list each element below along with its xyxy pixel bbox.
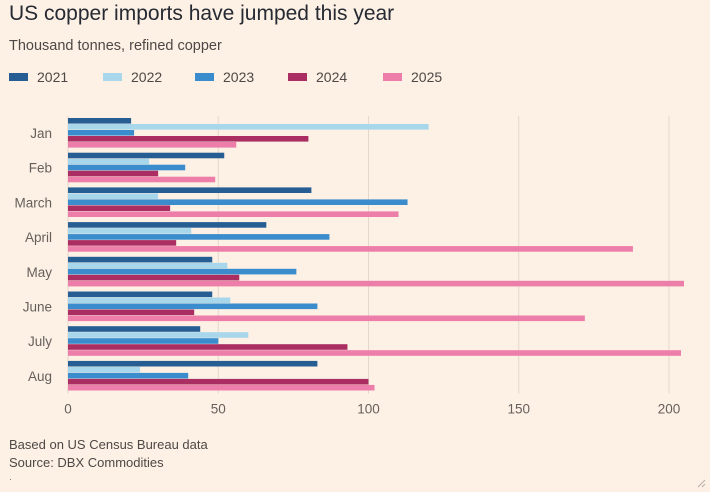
bar-2022-june: [68, 297, 231, 304]
bar-2023-feb: [68, 164, 186, 171]
category-label: Jan: [30, 126, 52, 141]
bar-2024-jan: [68, 136, 309, 142]
bar-2025-june: [68, 315, 585, 322]
bar-2023-jan: [68, 130, 135, 136]
bar-2022-feb: [68, 158, 150, 165]
bar-chart: Jan Feb March April May June July Aug 0 50 100 150 2…: [14, 116, 684, 417]
chart-title: US copper imports have jumped this year: [9, 2, 395, 25]
bar-2023-aug: [68, 372, 189, 379]
bar-2021-march: [68, 187, 312, 193]
legend-item-2023: 2023: [195, 68, 254, 86]
bar-2024-march: [68, 205, 171, 211]
legend-item-2024: 2024: [288, 68, 347, 86]
category-label: May: [26, 265, 52, 280]
legend-swatch: [103, 73, 122, 81]
legend-item-2025: 2025: [383, 68, 442, 86]
legend-label: 2024: [316, 69, 348, 85]
bar-2021-feb: [68, 152, 225, 159]
resize-handle-icon[interactable]: [697, 479, 706, 488]
bar-2024-april: [68, 240, 177, 246]
bar-2021-july: [68, 326, 201, 332]
bar-2025-jan: [68, 142, 237, 148]
legend: 2021 2022 2023 2024 2025: [9, 68, 699, 88]
bar-2024-may: [68, 274, 240, 281]
bar-2024-feb: [68, 170, 159, 177]
category-label: March: [14, 195, 52, 210]
bar-2022-april: [68, 228, 192, 234]
category-label: Feb: [29, 161, 52, 176]
bar-2024-june: [68, 309, 195, 316]
bar-2023-june: [68, 303, 318, 310]
legend-swatch: [288, 73, 307, 81]
bar-2025-aug: [68, 384, 375, 391]
x-tick-label: 200: [658, 402, 681, 417]
bar-2024-aug: [68, 378, 369, 385]
legend-item-2022: 2022: [103, 68, 162, 86]
legend-swatch: [9, 73, 28, 81]
bar-2021-may: [68, 256, 213, 263]
x-tick-label: 50: [211, 402, 226, 417]
bar-2025-feb: [68, 176, 216, 183]
bar-2022-may: [68, 262, 228, 269]
legend-label: 2021: [37, 69, 69, 85]
bar-2023-march: [68, 199, 408, 205]
bar-2023-july: [68, 338, 219, 344]
legend-label: 2023: [223, 69, 255, 85]
legend-item-2021: 2021: [9, 68, 68, 86]
legend-swatch: [195, 73, 214, 81]
bar-2023-may: [68, 268, 297, 275]
bar-2021-aug: [68, 360, 318, 367]
bar-2025-may: [68, 280, 684, 287]
x-tick-label: 150: [507, 402, 530, 417]
bar-2025-april: [68, 246, 633, 252]
legend-label: 2025: [411, 69, 443, 85]
bar-2022-aug: [68, 366, 141, 373]
legend-swatch: [383, 73, 402, 81]
bar-2022-march: [68, 193, 159, 199]
category-label: July: [28, 334, 52, 349]
category-label: Aug: [28, 369, 52, 384]
bar-2022-jan: [68, 124, 429, 130]
x-tick-label: 100: [357, 402, 380, 417]
bar-2021-june: [68, 291, 213, 298]
source-note: Based on US Census Bureau data: [9, 437, 208, 452]
bar-2024-july: [68, 344, 348, 350]
footnote-mark: ·: [9, 474, 12, 484]
category-label: June: [23, 300, 52, 315]
source-credit: Source: DBX Commodities: [9, 455, 164, 470]
chart-subtitle: Thousand tonnes, refined copper: [9, 38, 222, 54]
x-tick-label: 0: [64, 402, 72, 417]
legend-label: 2022: [131, 69, 163, 85]
bar-2021-jan: [68, 118, 132, 124]
bar-2023-april: [68, 234, 330, 240]
bar-2021-april: [68, 222, 267, 228]
category-label: April: [25, 230, 52, 245]
bar-2025-july: [68, 350, 681, 356]
bar-2025-march: [68, 211, 399, 217]
bar-2022-july: [68, 332, 249, 338]
